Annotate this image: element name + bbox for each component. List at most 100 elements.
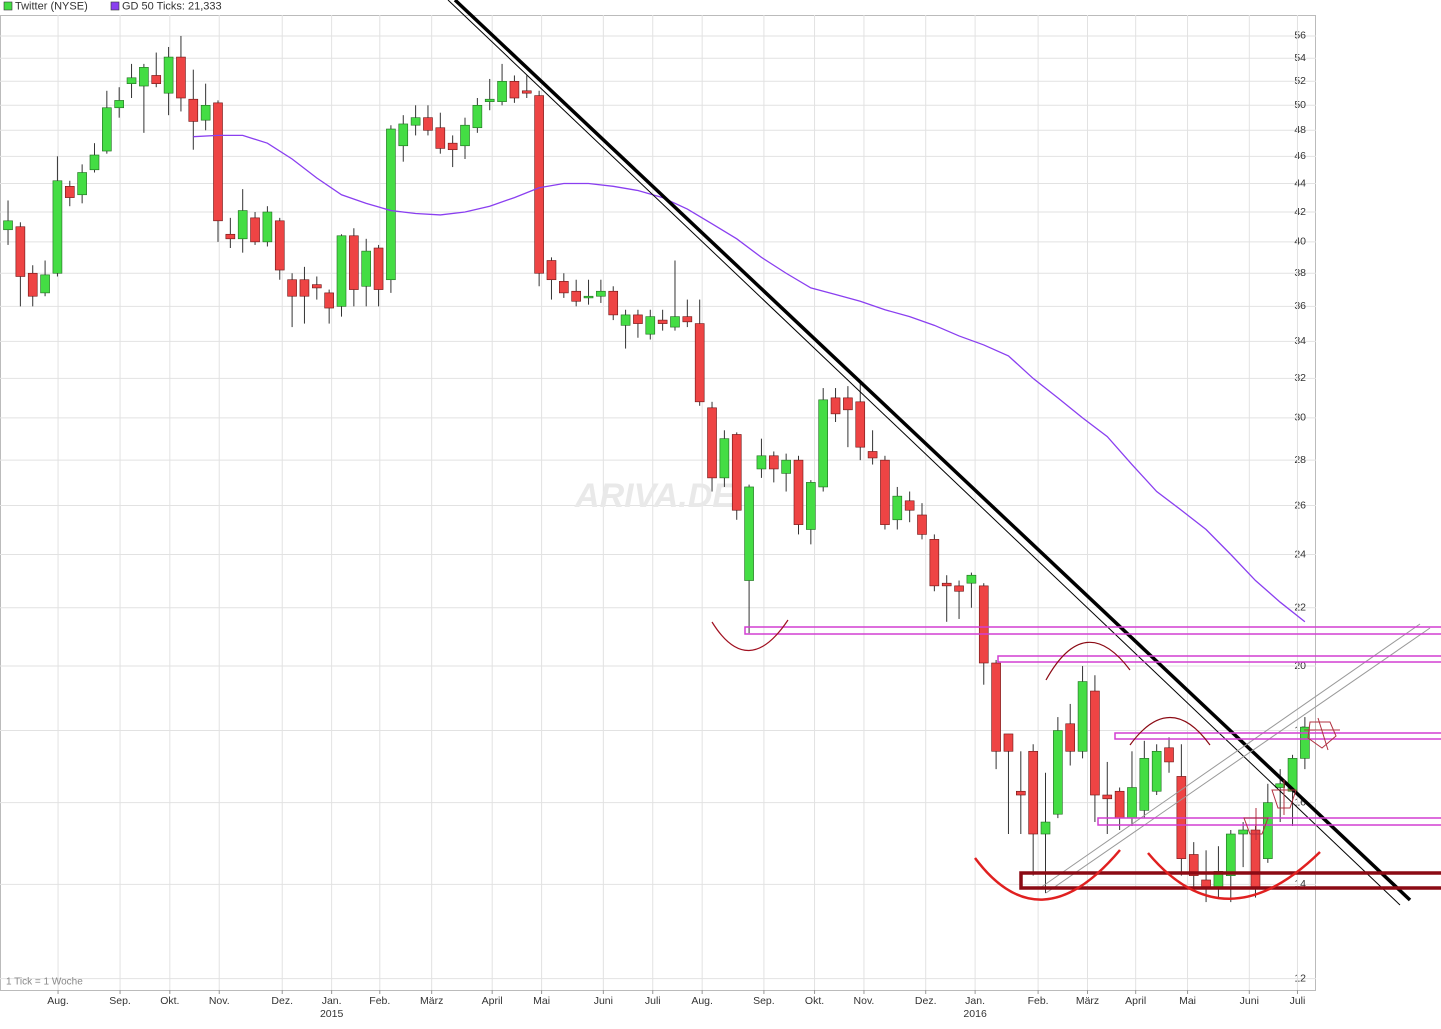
candle-body (114, 100, 124, 109)
y-tick-label: 34 (1294, 335, 1306, 347)
candle-body (163, 56, 174, 94)
candle-body (89, 154, 100, 171)
legend-label: Twitter (NYSE) (15, 0, 88, 12)
candle-body (336, 235, 347, 307)
y-tick-label: 42 (1294, 206, 1306, 218)
candle-body (768, 455, 779, 470)
channel-line (1045, 627, 1431, 894)
candle-body (682, 316, 693, 323)
y-tick-label: 16 (1294, 796, 1306, 808)
y-tick-label: 28 (1294, 454, 1306, 466)
x-tick-label: Juli (1290, 995, 1306, 1007)
candle-body (77, 172, 87, 196)
resistance-band (1097, 817, 1441, 826)
channel-line (1039, 623, 1421, 889)
y-tick-label: 12 (1294, 972, 1306, 984)
x-tick-label: April (482, 995, 503, 1007)
candle-body (633, 314, 643, 324)
candle-body (509, 81, 520, 99)
candle-body (1114, 790, 1125, 819)
candle-body (657, 319, 668, 324)
y-tick-label: 24 (1294, 548, 1306, 560)
candle-body (1090, 690, 1100, 796)
arc (1129, 717, 1211, 746)
candle-body (793, 459, 804, 525)
candle-body (583, 295, 594, 299)
candle-body (818, 399, 828, 488)
candle-body (1077, 681, 1088, 752)
grid: 1214161820222426283032343638404244464850… (0, 15, 1316, 1020)
x-tick-label: April (1125, 995, 1146, 1007)
resistance-band (997, 655, 1441, 663)
candle-body (27, 272, 38, 297)
star (1243, 808, 1269, 840)
candle-body (1139, 758, 1150, 811)
y-tick-label: 30 (1294, 412, 1306, 424)
y-tick-label: 26 (1294, 499, 1306, 511)
candle-body (1300, 726, 1310, 759)
y-tick-label: 36 (1294, 300, 1306, 312)
resistance-band (1114, 732, 1441, 740)
candle-body (867, 451, 878, 459)
candle-body (151, 75, 162, 84)
x-tick-label: Okt. (805, 995, 824, 1007)
year-label: 2016 (963, 1008, 987, 1020)
legend: Twitter (NYSE) GD 50 Ticks: 21,333 (3, 0, 222, 12)
x-tick-label: Jan. (322, 995, 342, 1007)
candle-body (559, 281, 569, 294)
candle-body (1164, 747, 1174, 763)
watermark: ARIVA.DE (574, 477, 736, 515)
candle-body (534, 95, 544, 274)
candle-body (744, 486, 754, 581)
candle-body (423, 117, 433, 131)
x-tick-label: Mai (533, 995, 550, 1007)
candle-body (237, 210, 248, 240)
candle-body (460, 124, 470, 147)
candle-body (521, 90, 532, 94)
candle-body (880, 459, 890, 525)
y-tick-label: 50 (1294, 99, 1306, 111)
candle-body (1275, 783, 1285, 788)
candle-body (707, 407, 717, 479)
candle-body (15, 226, 26, 277)
candle-body (1263, 802, 1273, 859)
candle-body (1188, 854, 1199, 876)
year-label: 2015 (320, 1008, 344, 1020)
candle-body (1102, 794, 1113, 800)
candle-body (176, 56, 186, 99)
candle-body (1225, 833, 1236, 876)
candle-body (929, 539, 940, 587)
x-tick-label: Jan. (965, 995, 985, 1007)
x-tick-label: Feb. (369, 995, 390, 1007)
candle-body (213, 102, 223, 222)
candle-body (398, 123, 409, 147)
candle-body (126, 77, 137, 84)
candle-body (719, 438, 730, 479)
candle-body (917, 514, 927, 535)
candle-body (694, 323, 705, 403)
candle-body (904, 500, 915, 511)
x-tick-label: März (1076, 995, 1099, 1007)
candle-body (139, 67, 149, 87)
candle-body (64, 186, 75, 198)
x-tick-label: Sep. (753, 995, 775, 1007)
candle-body (225, 233, 236, 240)
star (1271, 780, 1297, 815)
candle-body (447, 142, 458, 151)
x-tick-label: Juni (594, 995, 613, 1007)
candle-body (1040, 821, 1051, 835)
candle-body (1028, 750, 1038, 835)
legend-swatch (3, 1, 13, 11)
y-tick-label: 40 (1294, 236, 1306, 248)
x-tick-label: Dez. (915, 995, 937, 1007)
candle-body (978, 585, 989, 664)
arc (973, 849, 1121, 901)
x-tick-label: Sep. (109, 995, 131, 1007)
trend-line (453, 0, 1412, 902)
x-tick-label: Aug. (691, 995, 713, 1007)
arc (1045, 641, 1131, 681)
arc (711, 619, 789, 651)
candle-body (1016, 790, 1026, 796)
candle-body (1127, 787, 1137, 819)
